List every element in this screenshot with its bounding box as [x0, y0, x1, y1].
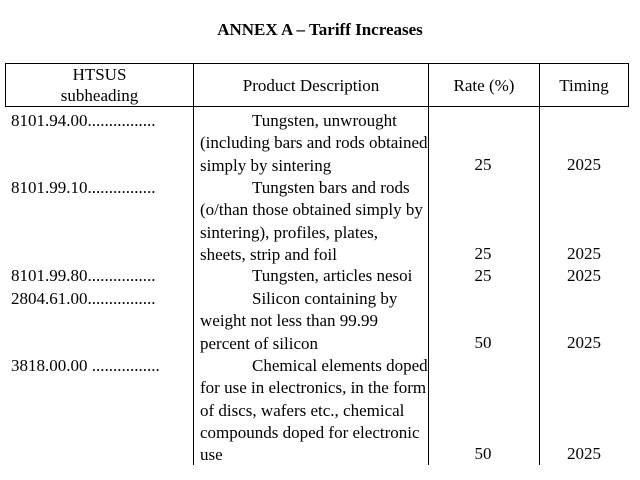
- annex-title: ANNEX A – Tariff Increases: [217, 20, 423, 39]
- column-divider: [539, 107, 540, 465]
- header-htsus-line2: subheading: [60, 86, 139, 105]
- header-product-description: Product Description: [242, 75, 380, 95]
- product-description: Silicon containing by weight not less th…: [200, 289, 398, 353]
- column-divider: [193, 107, 194, 465]
- htsus-code: 8101.99.80................: [11, 266, 156, 285]
- timing-value: 2025: [567, 266, 601, 285]
- htsus-code: 8101.99.10................: [11, 178, 156, 197]
- rate-value: 50: [474, 444, 492, 463]
- timing-value: 2025: [567, 244, 601, 263]
- htsus-code: 3818.00.00 ................: [11, 356, 160, 375]
- timing-value: 2025: [567, 444, 601, 463]
- header-timing: Timing: [559, 75, 609, 95]
- timing-value: 2025: [567, 155, 601, 174]
- header-divider: [193, 64, 194, 106]
- table-header: HTSUS subheading Product Description Rat…: [5, 63, 629, 107]
- product-description: Chemical elements doped for use in elect…: [200, 356, 428, 465]
- rate-value: 25: [474, 155, 492, 174]
- rate-value: 50: [474, 333, 492, 352]
- htsus-code: 2804.61.00................: [11, 289, 156, 308]
- rate-value: 25: [474, 244, 492, 263]
- product-description: Tungsten, articles nesoi: [252, 266, 413, 285]
- product-description: Tungsten, unwrought (including bars and …: [200, 111, 428, 175]
- rate-value: 25: [474, 266, 492, 285]
- header-htsus-subheading: HTSUS subheading: [6, 64, 193, 106]
- header-rate: Rate (%): [453, 75, 515, 95]
- header-htsus-line1: HTSUS: [72, 65, 127, 84]
- column-divider: [428, 107, 429, 465]
- htsus-code: 8101.94.00................: [11, 111, 156, 130]
- header-divider: [428, 64, 429, 106]
- product-description: Tungsten bars and rods (o/than those obt…: [200, 178, 423, 264]
- header-divider: [539, 64, 540, 106]
- timing-value: 2025: [567, 333, 601, 352]
